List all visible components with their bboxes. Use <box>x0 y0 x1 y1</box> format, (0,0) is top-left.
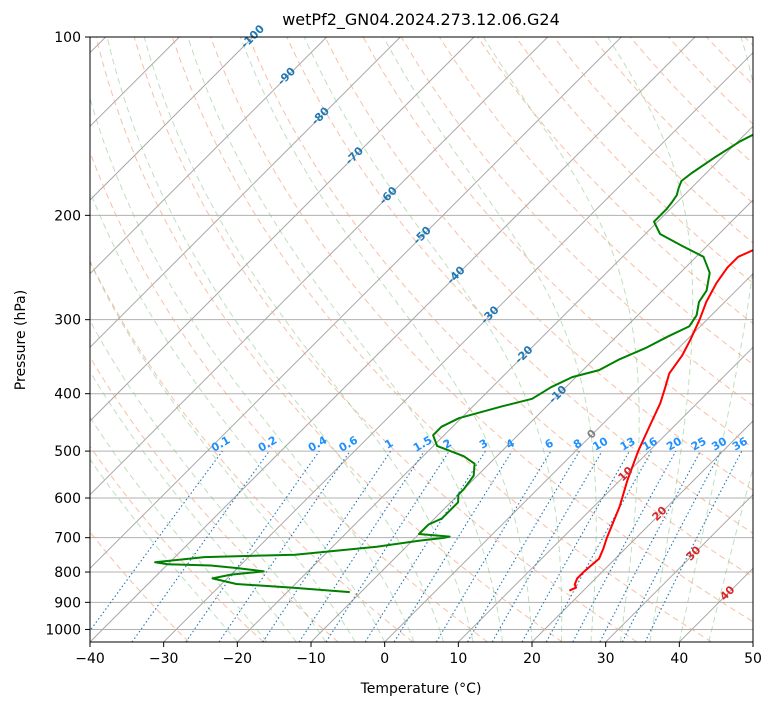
mixing-ratio-line <box>521 450 630 642</box>
y-tick-label: 900 <box>54 595 81 611</box>
dry-adiabat <box>90 259 414 642</box>
x-tick-label: −10 <box>296 651 326 667</box>
moist-adiabat <box>90 260 356 642</box>
isotherm-line <box>90 37 475 422</box>
moist-adiabat <box>678 37 753 642</box>
isotherm-line <box>384 272 753 642</box>
isotherm-line <box>531 420 753 642</box>
moist-adiabat <box>90 189 386 642</box>
dry-adiabat <box>210 37 753 623</box>
x-tick-label: 0 <box>380 651 389 667</box>
isotherm-line <box>90 37 401 349</box>
mixing-ratio-line <box>262 450 392 642</box>
mixing-ratio-line <box>298 450 425 642</box>
isotherm-line <box>90 37 622 570</box>
dry-adiabat <box>90 356 339 642</box>
moist-adiabat <box>708 466 753 642</box>
moist-adiabat <box>90 319 327 642</box>
mixing-ratio-line <box>599 450 701 642</box>
moist-adiabat <box>90 458 238 642</box>
mixing-ratio-line <box>218 450 351 642</box>
moist-adiabat <box>482 37 640 642</box>
isotherm-line <box>605 493 753 642</box>
mixing-ratio-line <box>393 450 513 642</box>
plot-frame <box>89 36 754 643</box>
dry-adiabat <box>706 37 753 86</box>
mixing-ratio-line <box>185 450 320 642</box>
moist-adiabat <box>303 37 563 642</box>
mixing-ratio-label: 2 <box>441 437 454 452</box>
dry-adiabat <box>95 37 563 642</box>
isotherm-line <box>236 125 753 642</box>
moist-adiabat <box>187 37 503 642</box>
x-axis-label: Temperature (°C) <box>360 681 482 697</box>
mixing-ratio-line <box>545 450 653 642</box>
x-tick-label: 10 <box>449 651 467 667</box>
isotherm-line <box>90 37 549 496</box>
y-tick-label: 1000 <box>45 622 81 638</box>
y-tick-label: 500 <box>54 444 81 460</box>
mixing-ratio-label: 4 <box>504 436 517 451</box>
sounding-profiles <box>154 133 753 594</box>
mixing-ratio-line <box>572 450 677 642</box>
moist-adiabat <box>607 37 694 642</box>
axis-ticks: −40 −30 −20 −10 0 10 20 30 40 50 100 200 300 400 500 60… <box>45 30 762 667</box>
background-lines <box>90 37 753 642</box>
moist-adiabat <box>239 37 533 642</box>
mixing-ratio-label: 6 <box>543 436 556 451</box>
x-tick-label: −30 <box>149 651 179 667</box>
dry-adiabat <box>171 37 712 642</box>
y-tick-label: 100 <box>54 30 81 46</box>
y-tick-label: 700 <box>54 531 81 547</box>
moist-adiabat <box>143 37 474 642</box>
mixing-ratio-line <box>644 450 743 642</box>
x-tick-label: 40 <box>670 651 688 667</box>
temperature-profile <box>568 249 753 592</box>
dry-adiabat <box>553 37 753 244</box>
y-tick-label: 300 <box>54 313 81 329</box>
isotherm-line <box>163 51 753 642</box>
x-tick-label: −20 <box>223 651 253 667</box>
dry-adiabat <box>286 37 753 534</box>
isotherm-line <box>90 37 696 642</box>
moist-adiabat <box>90 96 415 642</box>
dry-adiabat <box>90 445 264 642</box>
isotherm-line <box>752 641 753 642</box>
y-tick-label: 800 <box>54 565 81 581</box>
chart-title: wetPf2_GN04.2024.273.12.06.G24 <box>282 10 560 30</box>
moist-adiabat <box>90 370 297 642</box>
mixing-ratio-line <box>325 450 450 642</box>
dry-adiabat <box>515 37 753 284</box>
dry-adiabat <box>744 37 753 47</box>
moist-adiabat <box>90 416 268 642</box>
isotherm-line <box>457 346 753 642</box>
y-tick-label: 400 <box>54 387 81 403</box>
moist-adiabat <box>383 37 597 642</box>
y-tick-label: 600 <box>54 491 81 507</box>
x-tick-label: −40 <box>75 651 105 667</box>
dry-adiabat <box>133 37 638 642</box>
moist-adiabat <box>106 37 445 642</box>
dewpoint-profile <box>154 133 753 594</box>
isotherm-line <box>90 37 254 201</box>
x-tick-label: 50 <box>744 651 762 667</box>
y-tick-label: 200 <box>54 208 81 224</box>
isotherm-line <box>310 199 753 642</box>
x-tick-label: 20 <box>523 651 541 667</box>
y-axis-label: Pressure (hPa) <box>13 290 29 390</box>
dry-adiabat <box>90 150 488 642</box>
dry-adiabat <box>591 37 753 204</box>
dry-adiabat <box>668 37 753 125</box>
x-tick-label: 30 <box>597 651 615 667</box>
mixing-ratio-line <box>90 450 223 632</box>
mixing-ratio-line <box>467 450 580 642</box>
isotherm-line <box>90 37 328 275</box>
dry-adiabat <box>248 37 753 578</box>
